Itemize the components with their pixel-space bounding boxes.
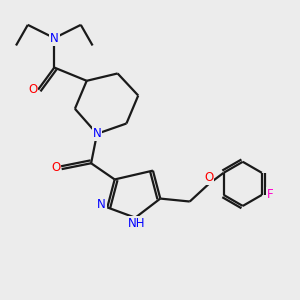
Text: O: O	[51, 161, 60, 174]
Text: F: F	[267, 188, 273, 201]
Text: NH: NH	[128, 217, 146, 230]
Text: O: O	[204, 172, 214, 184]
Text: N: N	[93, 127, 101, 140]
Text: N: N	[50, 32, 59, 45]
Text: N: N	[97, 198, 106, 211]
Text: O: O	[28, 83, 38, 96]
